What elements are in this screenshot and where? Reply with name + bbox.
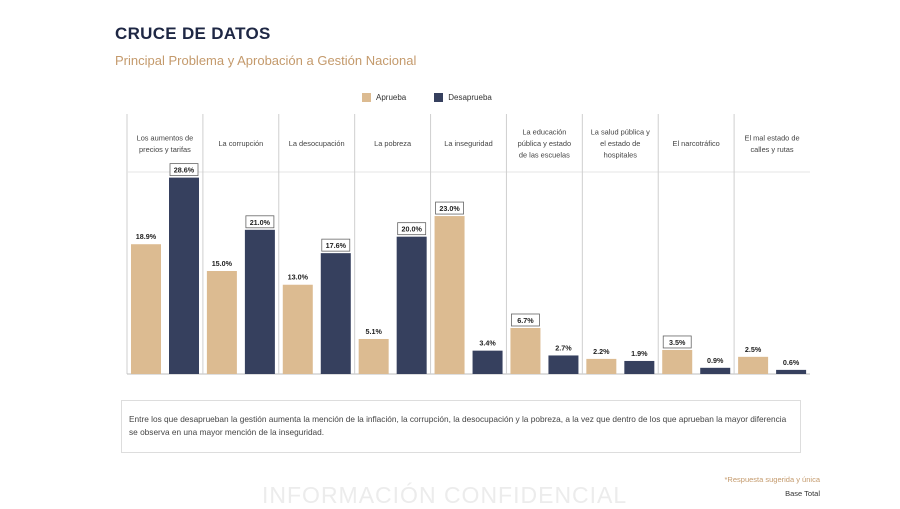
- bar-desaprueba: [624, 360, 655, 374]
- bar-desaprueba: [700, 367, 731, 374]
- bar-desaprueba: [472, 350, 503, 374]
- bar-aprueba: [131, 244, 161, 374]
- category-label: pública y estado: [518, 139, 571, 148]
- bar-aprueba: [358, 338, 389, 374]
- value-label: 21.0%: [250, 218, 271, 227]
- value-label: 28.6%: [174, 166, 195, 175]
- category-label: precios y tarifas: [139, 145, 191, 154]
- value-label: 17.6%: [326, 241, 347, 250]
- value-label: 2.5%: [745, 345, 762, 354]
- chart-legend: Aprueba Desaprueba: [362, 93, 520, 102]
- legend-swatch-aprueba: [362, 93, 371, 102]
- value-label-box: [397, 222, 427, 236]
- value-label-box: [662, 335, 692, 349]
- bar-aprueba: [510, 327, 541, 374]
- category-label: hospitales: [604, 151, 638, 160]
- bar-desaprueba: [244, 229, 275, 374]
- value-label-box: [435, 201, 464, 215]
- page-title: CRUCE DE DATOS: [115, 24, 271, 43]
- bar-aprueba: [282, 284, 313, 374]
- value-label: 13.0%: [288, 273, 309, 282]
- value-label-box: [245, 215, 275, 229]
- legend-label-desaprueba: Desaprueba: [448, 93, 492, 102]
- value-label: 3.4%: [479, 339, 496, 348]
- category-label: La corrupción: [218, 139, 263, 148]
- value-label: 20.0%: [401, 225, 422, 234]
- category-label: Los aumentos de: [137, 133, 194, 142]
- legend-swatch-desaprueba: [434, 93, 444, 102]
- note-text: Entre los que desaprueban la gestión aum…: [129, 414, 787, 437]
- category-label: calles y rutas: [750, 145, 793, 154]
- bar-desaprueba: [548, 355, 579, 374]
- value-label: 15.0%: [212, 259, 233, 268]
- value-label: 2.2%: [593, 347, 610, 356]
- category-label: de las escuelas: [519, 151, 570, 160]
- bar-desaprueba: [320, 253, 351, 374]
- bar-desaprueba: [776, 369, 807, 374]
- legend-item-desaprueba: Desaprueba: [434, 93, 492, 102]
- bar-aprueba: [738, 356, 769, 374]
- value-label: 0.6%: [783, 358, 800, 367]
- value-label: 23.0%: [439, 204, 460, 213]
- bar-aprueba: [434, 216, 465, 374]
- value-label: 0.9%: [707, 356, 724, 365]
- value-label: 5.1%: [365, 327, 382, 336]
- value-label: 1.9%: [631, 349, 648, 358]
- bar-aprueba: [662, 349, 693, 374]
- page-subtitle: Principal Problema y Aprobación a Gestió…: [115, 53, 417, 68]
- category-label: El mal estado de: [745, 133, 800, 142]
- legend-item-aprueba: Aprueba: [362, 93, 406, 102]
- note-box: Entre los que desaprueban la gestión aum…: [121, 400, 801, 453]
- bar-aprueba: [586, 358, 617, 374]
- value-label-box: [321, 238, 351, 252]
- base-total: Base Total: [785, 489, 820, 498]
- category-label: La pobreza: [374, 139, 412, 148]
- bar-aprueba: [206, 271, 237, 374]
- category-label: La educación: [522, 128, 566, 137]
- value-label-box: [169, 163, 199, 177]
- category-label: La desocupación: [289, 139, 345, 148]
- category-label: el estado de: [600, 139, 640, 148]
- bar-desaprueba: [169, 177, 199, 374]
- category-label: La inseguridad: [444, 139, 493, 148]
- category-label: La salud pública y: [591, 128, 650, 137]
- category-label: El narcotráfico: [673, 139, 720, 148]
- value-label: 18.9%: [136, 232, 157, 241]
- value-label-box: [511, 313, 540, 327]
- value-label: 6.7%: [517, 316, 534, 325]
- footnote: *Respuesta sugerida y única: [724, 475, 820, 484]
- legend-label-aprueba: Aprueba: [376, 93, 407, 102]
- bar-desaprueba: [396, 236, 427, 374]
- value-label: 2.7%: [555, 343, 572, 352]
- watermark: INFORMACIÓN CONFIDENCIAL: [262, 482, 628, 508]
- value-label: 3.5%: [669, 338, 686, 347]
